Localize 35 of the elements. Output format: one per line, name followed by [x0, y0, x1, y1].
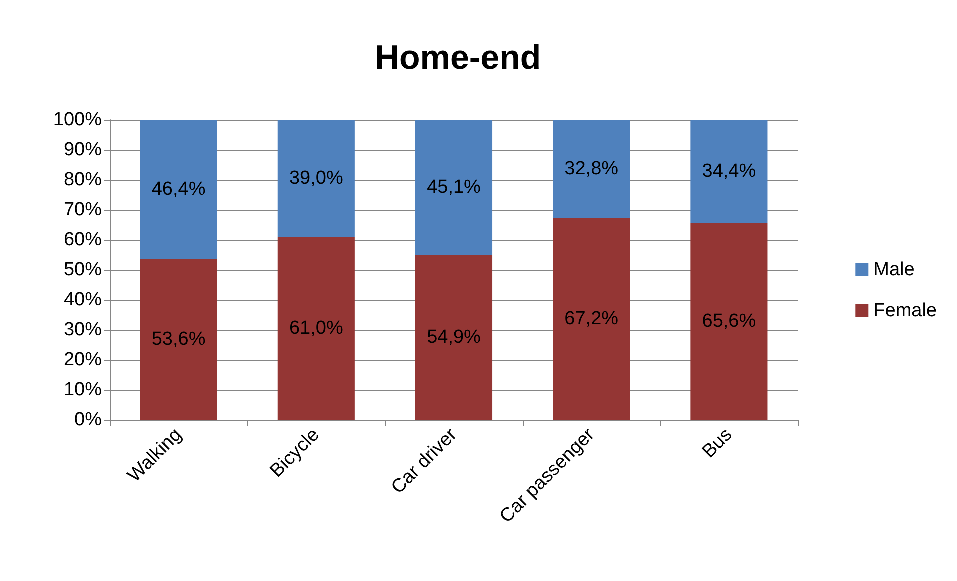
data-label: 32,8% — [564, 158, 619, 180]
bar — [278, 120, 355, 237]
bar — [140, 120, 218, 260]
bar — [690, 120, 768, 224]
y-tick-label: 30% — [64, 320, 102, 340]
data-label: 34,4% — [702, 161, 756, 182]
bar — [553, 218, 630, 420]
legend-label: Female — [874, 300, 938, 322]
data-label: 39,0% — [289, 168, 344, 189]
y-tick-label: 50% — [64, 260, 102, 280]
y-tick-label: 90% — [64, 140, 102, 160]
y-tick-label: 70% — [64, 200, 102, 220]
data-label: 67,2% — [564, 308, 619, 330]
data-label: 46,4% — [152, 179, 206, 200]
bar — [553, 120, 630, 218]
bar — [140, 259, 218, 420]
y-tick-label: 80% — [64, 170, 102, 190]
y-tick-label: 60% — [64, 230, 102, 250]
y-tick-label: 0% — [74, 410, 102, 430]
data-label: 65,6% — [702, 311, 756, 332]
x-tick-label: Bus — [698, 424, 737, 463]
chart-title: Home-end — [374, 39, 542, 77]
data-label: 61,0% — [289, 318, 344, 339]
y-tick-label: 100% — [53, 110, 102, 130]
y-tick-label: 20% — [64, 350, 102, 370]
y-tick-label: 10% — [64, 380, 102, 400]
data-label: 45,1% — [427, 177, 482, 198]
bar — [690, 223, 768, 420]
bar — [415, 120, 493, 256]
data-label: 54,9% — [427, 327, 482, 348]
y-tick-label: 40% — [64, 290, 102, 310]
data-label: 53,6% — [152, 329, 206, 350]
bar — [415, 255, 493, 420]
bar — [278, 237, 355, 420]
legend-label: Male — [874, 260, 915, 280]
